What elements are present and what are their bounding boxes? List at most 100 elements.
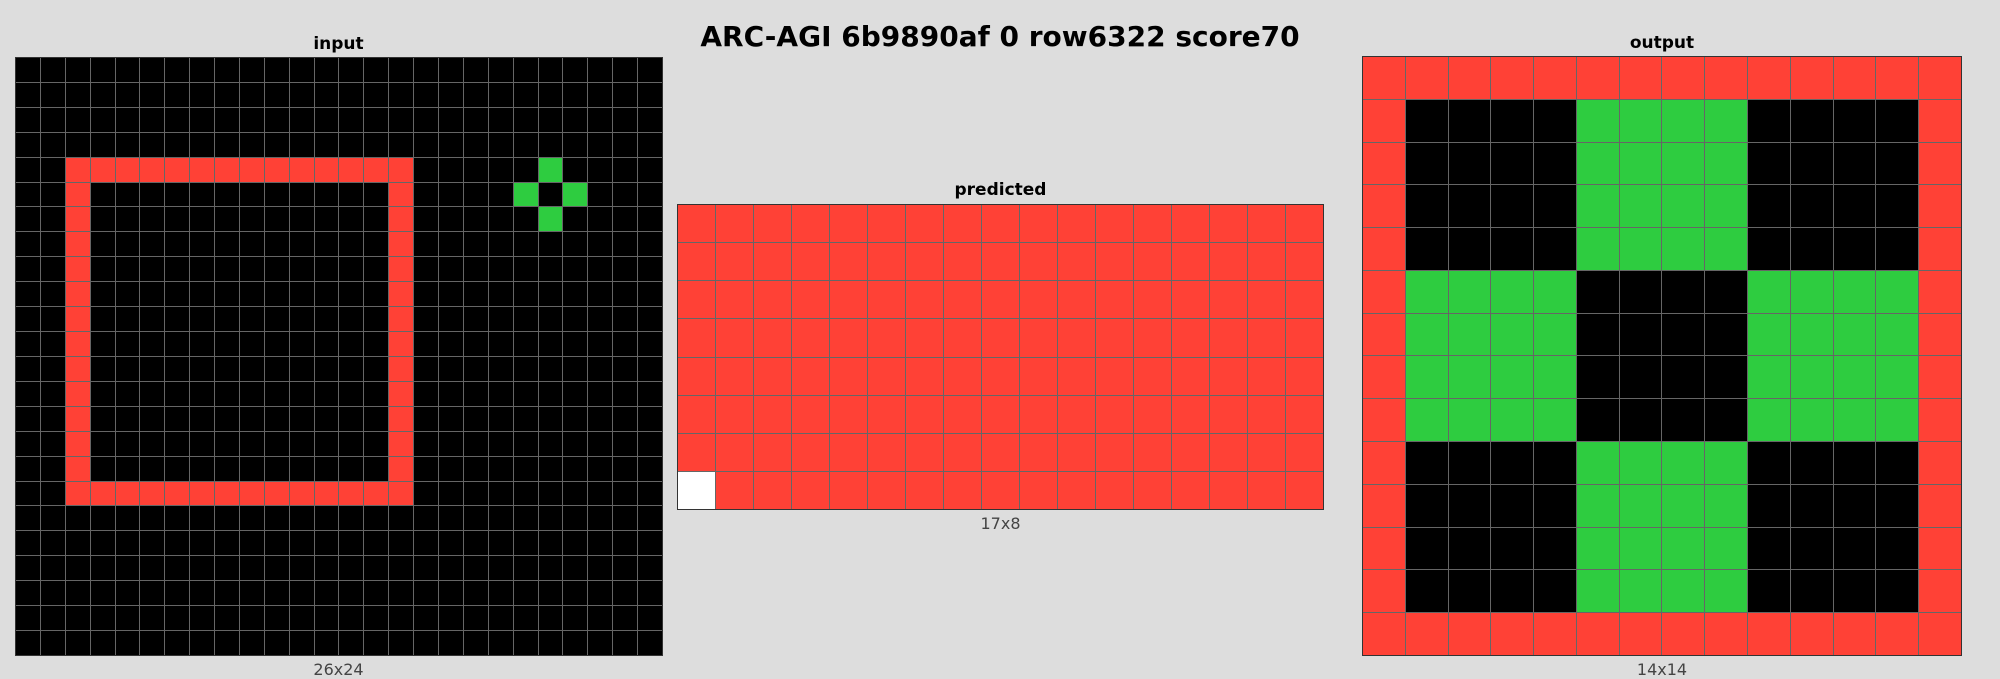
grid-cell	[868, 319, 905, 357]
grid-cell	[563, 107, 588, 132]
grid-cell	[40, 307, 65, 332]
grid-cell	[364, 257, 389, 282]
grid-cell	[488, 356, 513, 381]
grid-cell	[1790, 313, 1833, 356]
grid-cell	[463, 431, 488, 456]
grid-cell	[1534, 99, 1576, 142]
grid-cell	[314, 132, 339, 157]
grid-cell	[754, 357, 791, 395]
grid-cell	[513, 431, 538, 456]
grid-cell	[90, 132, 115, 157]
grid-cell	[115, 356, 140, 381]
grid-cell	[754, 281, 791, 319]
grid-cell	[513, 157, 538, 182]
grid-cell	[588, 107, 613, 132]
grid-cell	[115, 157, 140, 182]
grid-cell	[264, 481, 289, 506]
grid-cell	[414, 107, 439, 132]
grid-cell	[389, 58, 414, 82]
grid-cell	[314, 456, 339, 481]
grid-cell	[414, 307, 439, 332]
grid-cell	[40, 182, 65, 207]
grid-cell	[65, 107, 90, 132]
grid-cell	[190, 82, 215, 107]
grid-cell	[165, 307, 190, 332]
grid-cell	[638, 481, 662, 506]
grid-cell	[1576, 356, 1619, 399]
grid-cell	[389, 481, 414, 506]
grid-cell	[1833, 527, 1876, 570]
grid-cell	[40, 631, 65, 655]
grid-cell	[488, 282, 513, 307]
grid-cell	[563, 207, 588, 232]
grid-cell	[1876, 270, 1919, 313]
grid-cell	[1833, 270, 1876, 313]
grid-cell	[364, 506, 389, 531]
grid-cell	[16, 431, 40, 456]
grid-cell	[488, 132, 513, 157]
grid-cell	[215, 82, 239, 107]
grid-cell	[1096, 319, 1133, 357]
grid-cell	[538, 456, 563, 481]
grid-cell	[1448, 399, 1491, 442]
grid-cell	[488, 581, 513, 606]
grid-cell	[1919, 228, 1961, 270]
grid-cell	[513, 257, 538, 282]
grid-cell	[1748, 442, 1790, 484]
grid-cell	[1096, 243, 1133, 281]
grid-cell	[215, 132, 239, 157]
grid-cell	[264, 232, 289, 257]
grid-cell	[1705, 228, 1748, 270]
grid-cell	[1705, 185, 1748, 228]
grid-cell	[289, 481, 314, 506]
grid-cell	[588, 381, 613, 406]
grid-cell	[513, 381, 538, 406]
grid-cell	[678, 319, 715, 357]
grid-cell	[944, 433, 981, 471]
grid-cell	[1576, 57, 1619, 99]
grid-cell	[364, 82, 389, 107]
grid-cell	[563, 631, 588, 655]
grid-cell	[513, 606, 538, 631]
input-label: input	[313, 34, 364, 54]
grid-cell	[1534, 228, 1576, 270]
grid-cell	[115, 307, 140, 332]
grid-cell	[678, 471, 715, 509]
grid-cell	[65, 58, 90, 82]
grid-cell	[364, 132, 389, 157]
grid-cell	[264, 606, 289, 631]
grid-cell	[264, 207, 289, 232]
grid-cell	[1662, 99, 1705, 142]
grid-cell	[1448, 185, 1491, 228]
grid-cell	[513, 107, 538, 132]
grid-cell	[613, 506, 638, 531]
grid-cell	[40, 232, 65, 257]
output-dims: 14x14	[1636, 660, 1688, 679]
grid-cell	[140, 232, 165, 257]
grid-cell	[1576, 270, 1619, 313]
grid-cell	[239, 107, 264, 132]
grid-cell	[65, 506, 90, 531]
grid-cell	[906, 471, 943, 509]
grid-cell	[190, 332, 215, 356]
grid-cell	[190, 531, 215, 556]
grid-cell	[289, 431, 314, 456]
grid-cell	[613, 307, 638, 332]
grid-cell	[1919, 57, 1961, 99]
grid-cell	[638, 356, 662, 381]
grid-cell	[439, 606, 463, 631]
grid-cell	[215, 182, 239, 207]
grid-cell	[1705, 270, 1748, 313]
grid-cell	[339, 58, 364, 82]
grid-cell	[16, 207, 40, 232]
grid-cell	[1491, 270, 1534, 313]
grid-cell	[65, 257, 90, 282]
grid-cell	[1619, 570, 1662, 613]
grid-cell	[678, 281, 715, 319]
grid-cell	[463, 107, 488, 132]
grid-cell	[1705, 570, 1748, 613]
grid-cell	[1876, 399, 1919, 442]
grid-cell	[463, 381, 488, 406]
grid-cell	[488, 406, 513, 431]
grid-cell	[613, 207, 638, 232]
